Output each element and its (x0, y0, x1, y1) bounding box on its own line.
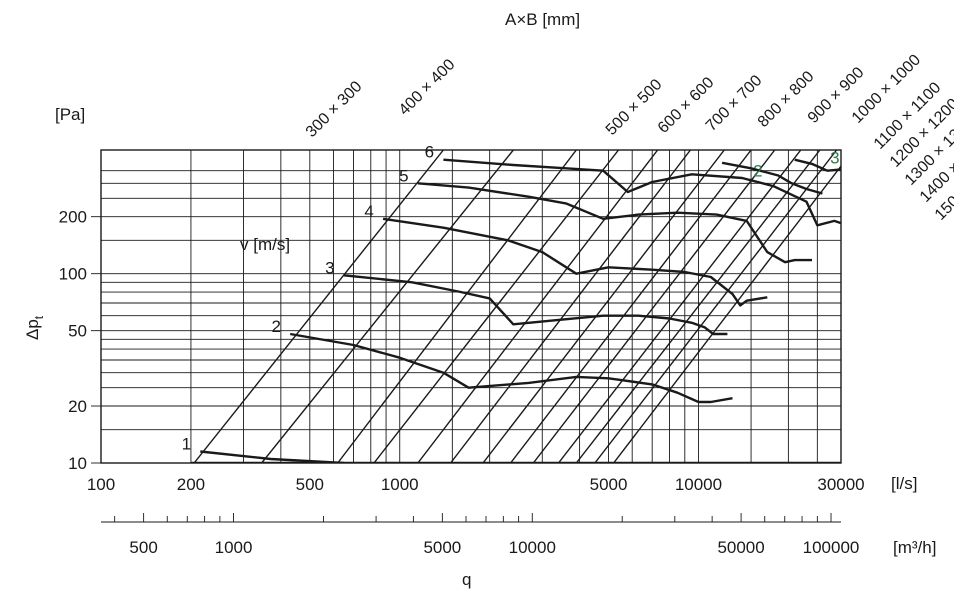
velocity-labels: 1 2 3 4 56 (182, 143, 435, 454)
duct-size-label: 500 × 500 (603, 76, 666, 139)
duct-size-line (557, 150, 802, 463)
velocity-curve-3 (343, 274, 728, 336)
markers: 23 (753, 149, 839, 181)
x2-tick-label: 5000 (423, 538, 461, 557)
velocity-axis-label: v [m/s] (240, 235, 290, 254)
duct-size-line (594, 150, 838, 463)
velocity-label-6: 6 (425, 143, 434, 162)
velocity-label-3: 3 (325, 258, 334, 277)
plot-frame (100, 149, 842, 464)
y-axis-label-group: Δpt (23, 315, 46, 340)
x-tick-label: 100 (87, 475, 115, 494)
y-axis-label: Δpt (23, 315, 46, 340)
velocity-label-5: 5 (399, 166, 408, 185)
x-tick-label: 500 (296, 475, 324, 494)
velocity-curve-1 (200, 450, 344, 463)
y-axis-label-main: Δp (23, 319, 42, 340)
y-axis-ticks: 10 20 50 100 200 (59, 208, 101, 473)
x-tick-label: 5000 (590, 475, 628, 494)
x-axis-ticks: 100 200 500 1000 5000 10000 30000 (87, 475, 865, 494)
x-tick-label: 200 (177, 475, 205, 494)
velocity-curves (190, 158, 841, 463)
duct-size-line (261, 150, 514, 463)
velocity-label-2: 2 (272, 317, 281, 336)
duct-size-line (450, 150, 691, 463)
duct-size-line (532, 150, 776, 463)
duct-size-line (613, 164, 841, 463)
duct-size-line (193, 150, 444, 463)
duct-size-label: 300 × 300 (303, 78, 366, 141)
duct-size-line (575, 150, 821, 463)
velocity-curve-2 (289, 332, 733, 404)
x2-tick-label: 50000 (717, 538, 764, 557)
velocity-curve-5 (417, 182, 812, 264)
secondary-x-axis: 500 1000 5000 10000 50000 100000 (101, 513, 859, 557)
x-tick-label: 1000 (381, 475, 419, 494)
velocity-curve-upper (721, 161, 823, 195)
x2-tick-label: 500 (129, 538, 157, 557)
x2-unit-label: [m³/h] (893, 538, 936, 557)
y-tick-label: 20 (68, 397, 87, 416)
grid (100, 149, 842, 464)
duct-size-label: 400 × 400 (396, 56, 459, 119)
velocity-curve-4 (382, 217, 768, 307)
y-axis-label-sub: t (32, 315, 46, 319)
x-axis-label: q (462, 570, 471, 589)
duct-size-line (510, 150, 752, 463)
top-axis-label: A×B [mm] (505, 10, 580, 29)
x-tick-label: 30000 (817, 475, 864, 494)
y-tick-label: 100 (59, 265, 87, 284)
y-tick-label: 200 (59, 208, 87, 227)
y-tick-label: 50 (68, 322, 87, 341)
velocity-label-1: 1 (182, 435, 191, 454)
marker-label: 3 (830, 149, 839, 168)
y-unit-label: [Pa] (55, 105, 85, 124)
marker-label: 2 (753, 162, 762, 181)
x2-tick-label: 10000 (509, 538, 556, 557)
velocity-label-4: 4 (364, 202, 373, 221)
duct-size-line (482, 150, 725, 463)
y-tick-label: 10 (68, 454, 87, 473)
x2-tick-label: 100000 (803, 538, 860, 557)
duct-size-line (417, 150, 659, 463)
x-tick-label: 10000 (675, 475, 722, 494)
x-unit-label: [l/s] (891, 474, 917, 493)
velocity-curve-upper (794, 158, 841, 172)
duct-size-label: 800 × 800 (755, 68, 818, 131)
x2-tick-label: 1000 (215, 538, 253, 557)
velocity-curve-6 (443, 158, 841, 227)
duct-size-line (337, 150, 577, 463)
